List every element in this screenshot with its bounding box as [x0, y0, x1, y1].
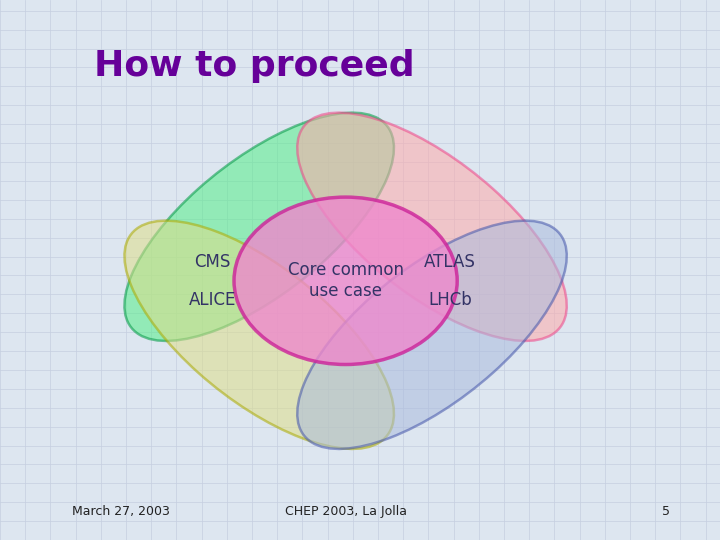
Text: How to proceed: How to proceed — [94, 49, 414, 83]
Text: ALICE: ALICE — [189, 291, 236, 309]
Text: Core common
use case: Core common use case — [287, 261, 404, 300]
Text: CHEP 2003, La Jolla: CHEP 2003, La Jolla — [284, 505, 407, 518]
Circle shape — [234, 197, 457, 364]
Ellipse shape — [297, 113, 567, 341]
Text: CMS: CMS — [194, 253, 230, 271]
Text: LHCb: LHCb — [428, 291, 472, 309]
Ellipse shape — [125, 221, 394, 449]
Text: March 27, 2003: March 27, 2003 — [72, 505, 170, 518]
Ellipse shape — [297, 221, 567, 449]
Ellipse shape — [125, 113, 394, 341]
Text: ATLAS: ATLAS — [424, 253, 476, 271]
Text: 5: 5 — [662, 505, 670, 518]
